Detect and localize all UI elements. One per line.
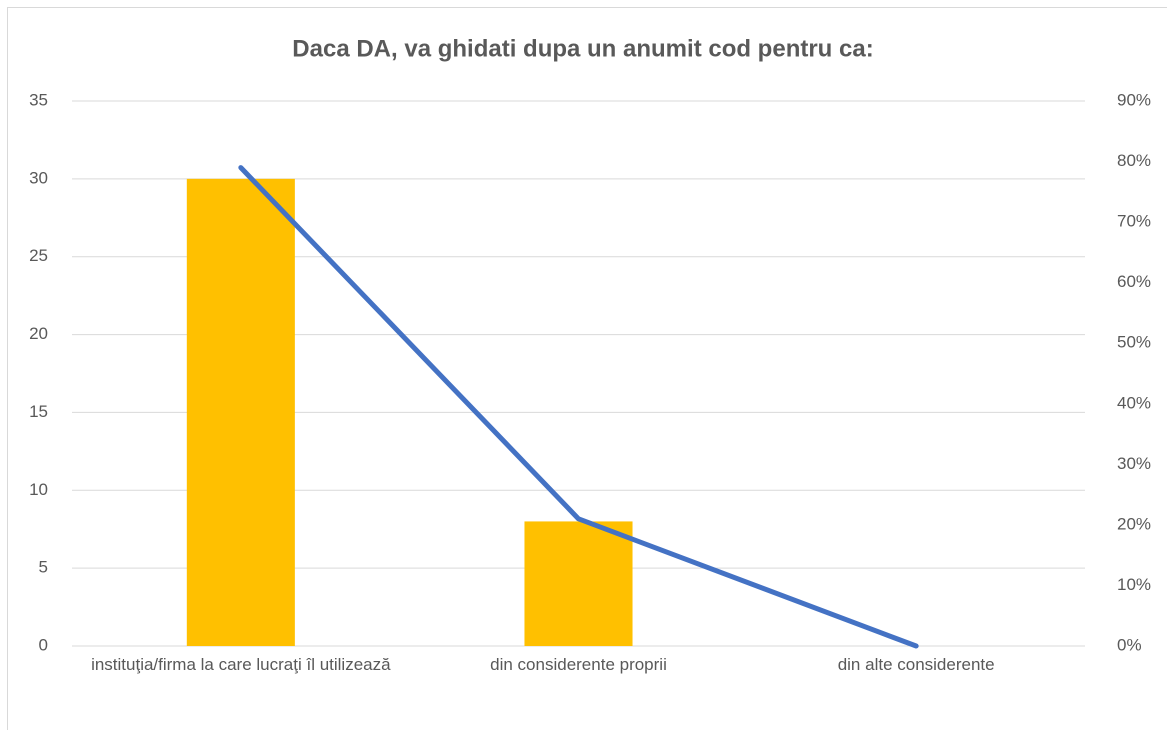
y2-tick-label: 10% [1117,575,1151,594]
x-tick-label: din alte considerente [837,655,995,674]
y-tick-label: 20 [29,324,48,343]
y2-tick-label: 20% [1117,514,1151,533]
y2-tick-label: 70% [1117,212,1151,231]
y2-tick-label: 80% [1117,151,1151,170]
y-tick-label: 0 [39,635,48,654]
y2-tick-label: 30% [1117,454,1151,473]
y-tick-label: 15 [29,402,48,421]
x-tick-label: instituţia/firma la care lucraţi îl util… [91,655,391,674]
y2-tick-label: 60% [1117,272,1151,291]
y-tick-label: 10 [29,480,48,499]
y-tick-label: 5 [39,558,48,577]
y-tick-label: 35 [29,90,48,109]
y2-tick-label: 50% [1117,333,1151,352]
bar [186,178,295,646]
y2-tick-label: 0% [1117,635,1142,654]
y2-tick-label: 40% [1117,393,1151,412]
x-tick-label: din considerente proprii [490,655,667,674]
line [238,165,919,649]
y-tick-label: 30 [29,168,48,187]
chart-border [7,7,1167,730]
y-tick-label: 25 [29,246,48,265]
chart-title: Daca DA, va ghidati dupa un anumit cod p… [292,35,873,62]
y2-tick-label: 90% [1117,90,1151,109]
bar [524,521,633,646]
